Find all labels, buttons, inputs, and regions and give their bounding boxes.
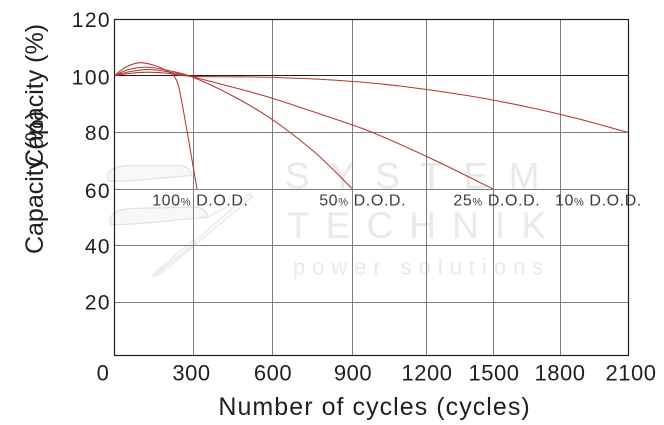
svg-text:2100: 2100: [606, 361, 657, 386]
svg-text:100: 100: [72, 66, 111, 89]
svg-text:1800: 1800: [535, 361, 586, 386]
svg-text:1500: 1500: [469, 361, 520, 386]
svg-text:0: 0: [97, 361, 110, 386]
svg-text:600: 600: [254, 361, 292, 386]
svg-text:300: 300: [172, 361, 210, 386]
svg-text:power solutions: power solutions: [293, 254, 550, 279]
svg-text:60: 60: [85, 180, 111, 203]
svg-text:10% D.O.D.: 10% D.O.D.: [555, 193, 642, 210]
svg-text:900: 900: [334, 361, 372, 386]
svg-text:Capacity (%): Capacity (%): [21, 111, 49, 254]
svg-text:80: 80: [85, 122, 111, 145]
svg-text:Capacity (%): Capacity (%): [21, 24, 49, 167]
svg-text:50% D.O.D.: 50% D.O.D.: [319, 193, 406, 210]
svg-text:100% D.O.D.: 100% D.O.D.: [152, 193, 248, 210]
svg-text:TECHNIK: TECHNIK: [287, 205, 562, 246]
svg-text:Number of cycles (cycles): Number of cycles (cycles): [218, 393, 530, 421]
svg-text:20: 20: [85, 291, 111, 314]
svg-text:120: 120: [72, 9, 111, 32]
svg-text:SYSTEM: SYSTEM: [285, 155, 560, 196]
svg-text:1200: 1200: [402, 361, 453, 386]
svg-text:25% D.O.D.: 25% D.O.D.: [453, 193, 540, 210]
svg-text:40: 40: [85, 235, 111, 258]
